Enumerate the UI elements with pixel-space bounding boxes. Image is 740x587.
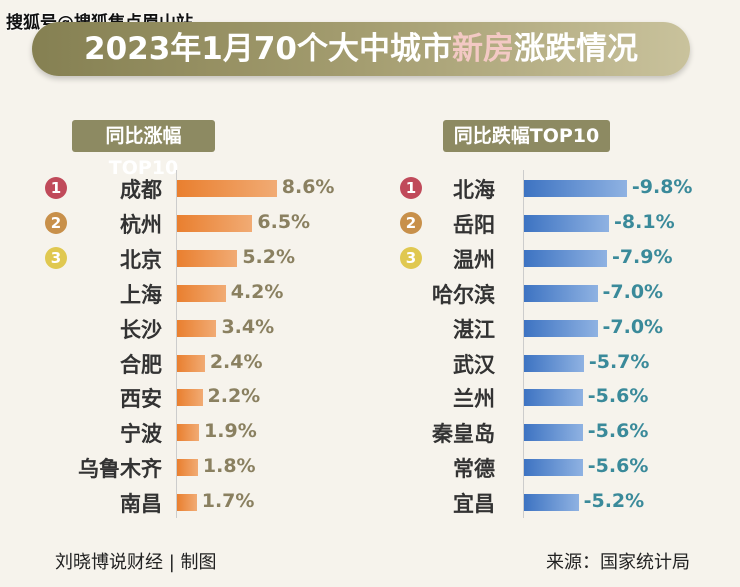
title-part1: 2023年1月70个大中城市	[84, 31, 452, 67]
city-label: 岳阳	[453, 212, 495, 237]
bar	[524, 214, 610, 232]
city-label: 常德	[453, 457, 495, 482]
value-label: 8.6%	[281, 176, 335, 198]
bar	[524, 284, 598, 302]
rise-row: 1 成都 8.6%	[0, 173, 740, 203]
city-label: 乌鲁木齐	[78, 457, 162, 482]
value-label: 1.9%	[204, 420, 257, 443]
page-title: 2023年1月70个大中城市新房涨跌情况	[32, 22, 690, 76]
value-label: 4.2%	[230, 280, 284, 303]
bar	[177, 249, 238, 267]
value-label: -5.2%	[583, 490, 645, 513]
rise-row: 2 杭州 6.5%	[0, 208, 740, 238]
bar	[524, 249, 607, 267]
value-label: 1.7%	[201, 490, 255, 513]
bar	[524, 494, 579, 512]
value-label: 2.4%	[209, 350, 263, 373]
rise-row: 长沙 3.4%	[0, 313, 740, 343]
city-label: 湛江	[453, 317, 495, 342]
bar	[524, 424, 583, 442]
rank-badge: 1	[400, 177, 422, 199]
title-part2: 涨跌情况	[514, 31, 638, 67]
city-label: 成都	[120, 178, 162, 202]
city-label: 宜昌	[453, 492, 495, 517]
city-label: 北京	[120, 247, 162, 272]
city-label: 秦皇岛	[432, 422, 495, 447]
rise-row: 乌鲁木齐 1.8%	[0, 452, 740, 482]
bar	[524, 459, 583, 477]
value-label: -9.8%	[631, 176, 693, 198]
fall-section-title: 同比跌幅TOP10	[443, 120, 610, 152]
fall-row: 2 岳阳 -8.1%	[0, 208, 740, 238]
bar	[524, 180, 627, 197]
bar	[524, 319, 598, 337]
rise-section-title: 同比涨幅TOP10	[72, 120, 215, 179]
bar	[177, 389, 203, 407]
fall-row: 常德 -5.6%	[0, 452, 740, 482]
city-label: 南昌	[120, 492, 162, 517]
fall-axis	[523, 170, 524, 518]
value-label: -5.6%	[587, 420, 649, 443]
value-label: 5.2%	[242, 245, 296, 268]
bar	[524, 389, 583, 407]
rank-badge: 2	[400, 211, 422, 234]
rise-row: 南昌 1.7%	[0, 487, 740, 517]
city-label: 武汉	[453, 352, 495, 377]
city-label: 宁波	[120, 422, 162, 447]
fall-row: 兰州 -5.6%	[0, 382, 740, 412]
rank-badge: 2	[45, 211, 67, 234]
fall-row: 1 北海 -9.8%	[0, 173, 740, 203]
bar	[177, 180, 277, 197]
rise-row: 宁波 1.9%	[0, 417, 740, 447]
city-label: 北海	[453, 178, 495, 202]
bar	[177, 214, 253, 232]
rank-badge: 1	[45, 177, 67, 199]
rise-row: 西安 2.2%	[0, 382, 740, 412]
bar	[177, 424, 200, 442]
bar	[177, 354, 205, 372]
bar	[177, 494, 197, 512]
rise-row: 3 北京 5.2%	[0, 243, 740, 273]
bar	[177, 284, 226, 302]
fall-row: 宜昌 -5.2%	[0, 487, 740, 517]
value-label: -7.0%	[602, 315, 664, 338]
fall-row: 湛江 -7.0%	[0, 313, 740, 343]
fall-row: 3 温州 -7.9%	[0, 243, 740, 273]
rise-row: 合肥 2.4%	[0, 348, 740, 378]
fall-row: 哈尔滨 -7.0%	[0, 278, 740, 308]
value-label: 2.2%	[207, 385, 261, 408]
city-label: 哈尔滨	[432, 282, 495, 307]
rank-badge: 3	[400, 246, 422, 269]
value-label: 6.5%	[257, 210, 311, 233]
value-label: 3.4%	[221, 315, 275, 338]
value-label: -7.9%	[611, 245, 673, 268]
fall-row: 秦皇岛 -5.6%	[0, 417, 740, 447]
rise-row: 上海 4.2%	[0, 278, 740, 308]
footer-source: 来源：国家统计局	[546, 552, 690, 573]
city-label: 合肥	[120, 352, 162, 377]
city-label: 兰州	[453, 387, 495, 412]
bar	[177, 459, 198, 477]
city-label: 上海	[120, 282, 162, 307]
value-label: -7.0%	[602, 280, 664, 303]
value-label: 1.8%	[202, 455, 256, 478]
city-label: 西安	[120, 387, 162, 412]
city-label: 长沙	[120, 317, 162, 342]
rise-axis	[176, 170, 177, 518]
bar	[524, 354, 584, 372]
title-highlight: 新房	[452, 31, 514, 67]
footer-credit: 刘晓博说财经 | 制图	[55, 552, 217, 573]
value-label: -5.7%	[588, 350, 650, 373]
rank-badge: 3	[45, 246, 67, 269]
value-label: -5.6%	[587, 385, 649, 408]
bar	[177, 319, 217, 337]
value-label: -8.1%	[614, 210, 675, 233]
fall-row: 武汉 -5.7%	[0, 348, 740, 378]
city-label: 温州	[453, 247, 495, 272]
city-label: 杭州	[120, 212, 162, 237]
value-label: -5.6%	[587, 455, 649, 478]
